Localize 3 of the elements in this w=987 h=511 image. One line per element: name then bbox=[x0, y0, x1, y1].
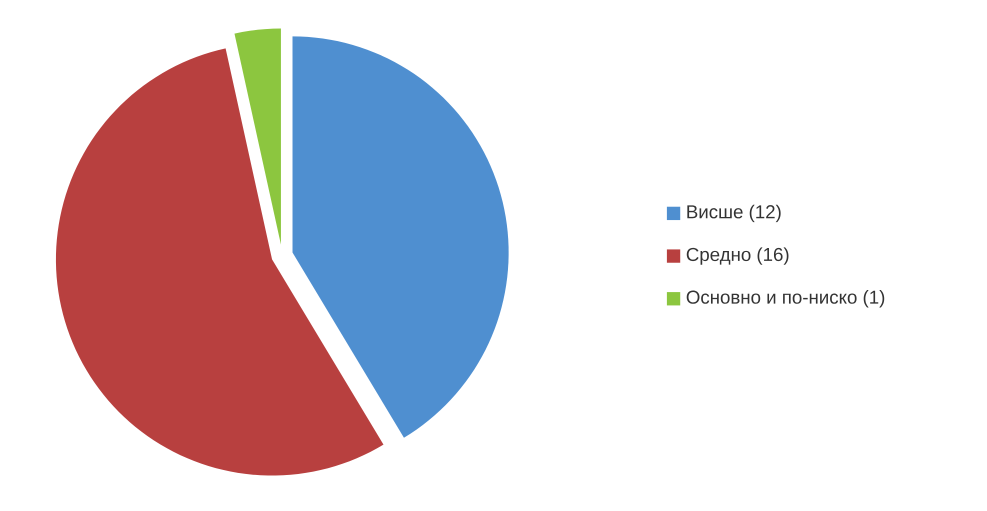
legend-label: Основно и по-ниско (1) bbox=[686, 290, 884, 308]
legend-label: Висше (12) bbox=[687, 204, 781, 222]
legend-label: Средно (16) bbox=[686, 247, 788, 265]
